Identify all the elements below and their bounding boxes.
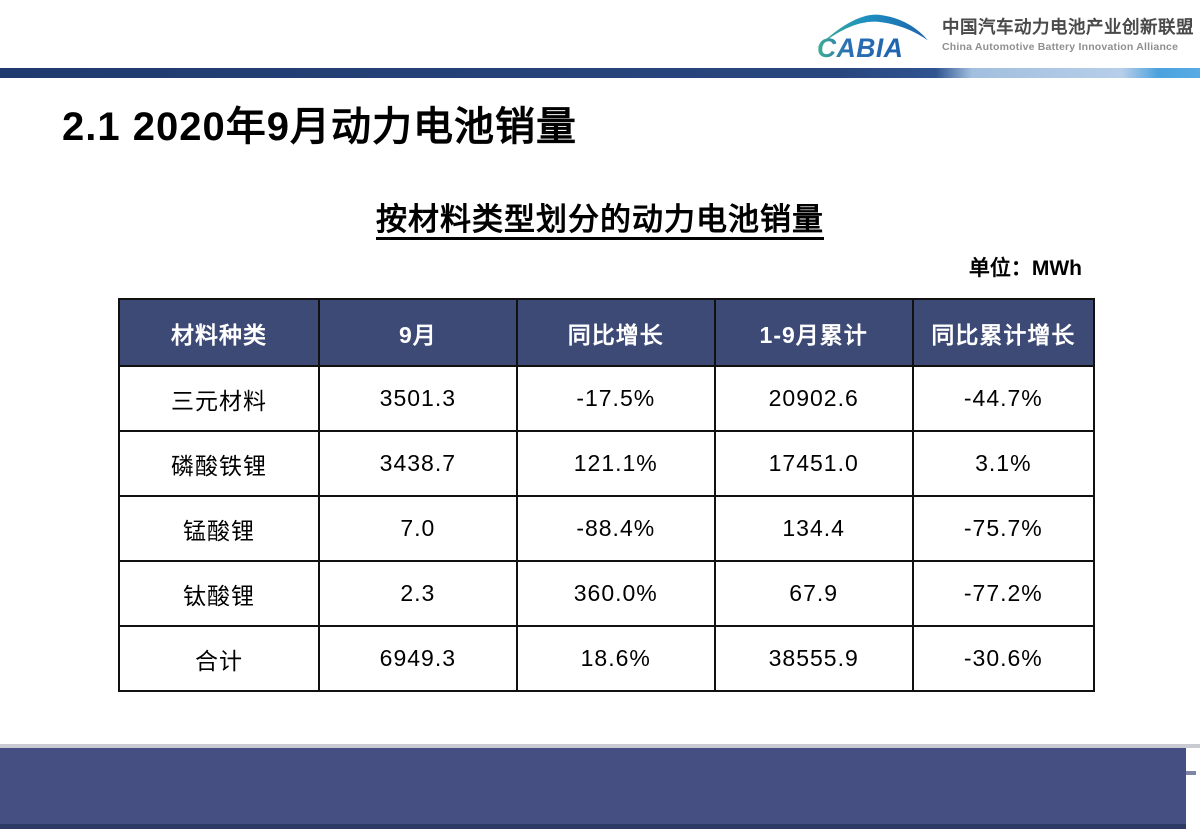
- cell-value: -44.7%: [911, 365, 1096, 432]
- section-title: 2.1 2020年9月动力电池销量: [62, 105, 577, 149]
- cell-value: -77.2%: [911, 560, 1096, 627]
- table-header-row: 材料种类 9月 同比增长 1-9月累计 同比累计增长: [118, 298, 1096, 367]
- table-title: 按材料类型划分的动力电池销量: [376, 202, 824, 237]
- cell-value: 7.0: [317, 495, 518, 562]
- brand-header: CABIA 中国汽车动力电池产业创新联盟 China Automotive Ba…: [812, 6, 1194, 60]
- cell-value: -75.7%: [911, 495, 1096, 562]
- col-header-cumulative-yoy: 同比累计增长: [911, 298, 1096, 367]
- org-name-block: 中国汽车动力电池产业创新联盟 China Automotive Battery …: [942, 14, 1194, 53]
- cell-value: -30.6%: [911, 625, 1096, 692]
- cell-value: 2.3: [317, 560, 518, 627]
- col-header-yoy-growth: 同比增长: [515, 298, 716, 367]
- accent-gradient-bar: [0, 68, 1200, 78]
- logo-wordmark: CABIA: [817, 33, 903, 60]
- cell-value: 18.6%: [515, 625, 716, 692]
- footer-bottom-edge: [0, 824, 1186, 829]
- cell-material: 钛酸锂: [118, 560, 320, 627]
- org-name-english: China Automotive Battery Innovation Alli…: [942, 40, 1179, 53]
- col-header-september: 9月: [317, 298, 518, 367]
- cell-value: -17.5%: [515, 365, 716, 432]
- cell-material: 合计: [118, 625, 320, 692]
- cell-value: 17451.0: [713, 430, 914, 497]
- cell-value: 134.4: [713, 495, 914, 562]
- cell-value: 67.9: [713, 560, 914, 627]
- table-row: 钛酸锂 2.3 360.0% 67.9 -77.2%: [118, 560, 1096, 627]
- cell-value: -88.4%: [515, 495, 716, 562]
- cell-value: 121.1%: [515, 430, 716, 497]
- col-header-cumulative: 1-9月累计: [713, 298, 914, 367]
- col-header-material: 材料种类: [118, 298, 320, 367]
- footer-divider-line: [0, 744, 1200, 748]
- cell-value: 3501.3: [317, 365, 518, 432]
- cell-value: 3.1%: [911, 430, 1096, 497]
- cell-material: 磷酸铁锂: [118, 430, 320, 497]
- cell-value: 6949.3: [317, 625, 518, 692]
- logo-swoosh: [816, 14, 928, 49]
- table-row: 三元材料 3501.3 -17.5% 20902.6 -44.7%: [118, 365, 1096, 432]
- table-row-total: 合计 6949.3 18.6% 38555.9 -30.6%: [118, 625, 1096, 692]
- cell-value: 20902.6: [713, 365, 914, 432]
- cell-value: 3438.7: [317, 430, 518, 497]
- footer-bar: [0, 748, 1186, 824]
- org-name-chinese: 中国汽车动力电池产业创新联盟: [942, 16, 1194, 37]
- unit-label: 单位：MWh: [968, 257, 1082, 280]
- footer-tick-mark: [1186, 771, 1196, 775]
- cabia-logo-icon: CABIA: [816, 14, 928, 60]
- cell-material: 三元材料: [118, 365, 320, 432]
- table-row: 锰酸锂 7.0 -88.4% 134.4 -75.7%: [118, 495, 1096, 562]
- cell-value: 360.0%: [515, 560, 716, 627]
- cell-material: 锰酸锂: [118, 495, 320, 562]
- battery-sales-table: 材料种类 9月 同比增长 1-9月累计 同比累计增长 三元材料 3501.3 -…: [118, 298, 1096, 692]
- table-row: 磷酸铁锂 3438.7 121.1% 17451.0 3.1%: [118, 430, 1096, 497]
- cell-value: 38555.9: [713, 625, 914, 692]
